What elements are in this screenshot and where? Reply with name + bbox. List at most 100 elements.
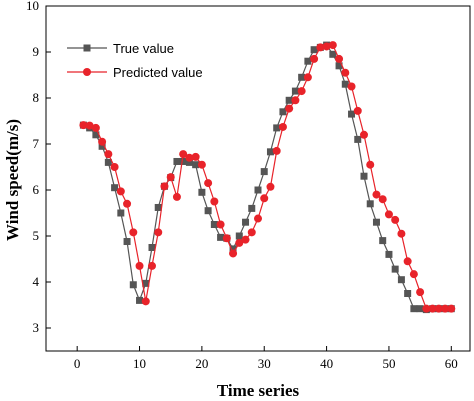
true-value-point xyxy=(397,276,405,284)
legend: True value Predicted value xyxy=(67,41,203,80)
predicted-value-point xyxy=(416,288,425,297)
true-value-point xyxy=(92,131,100,139)
predicted-value-point xyxy=(360,130,368,139)
predicted-value-point xyxy=(210,197,219,206)
legend-marker-circle xyxy=(83,68,91,76)
predicted-value-point xyxy=(254,214,262,223)
predicted-value-point xyxy=(372,190,381,199)
predicted-value-point xyxy=(135,261,144,270)
legend-label-1: Predicted value xyxy=(113,65,203,80)
true-value-point xyxy=(279,108,287,116)
true-value-point xyxy=(285,96,293,104)
true-value-point xyxy=(242,218,250,226)
y-axis-title: Wind speed(m/s) xyxy=(3,119,22,241)
predicted-value-point xyxy=(378,195,387,204)
true-value-point xyxy=(354,135,362,143)
predicted-value-point xyxy=(384,210,393,219)
true-value-point xyxy=(379,237,387,245)
predicted-value-point xyxy=(191,152,200,161)
predicted-value-point xyxy=(98,137,107,146)
predicted-value-point xyxy=(285,104,294,113)
predicted-value-point xyxy=(91,123,100,132)
true-value-point xyxy=(179,157,187,165)
series-layer xyxy=(79,41,456,314)
true-value-point xyxy=(210,221,218,228)
predicted-value-point xyxy=(172,192,181,201)
true-value-point xyxy=(235,232,243,240)
predicted-value-point xyxy=(428,304,437,313)
true-value-point xyxy=(391,265,399,273)
true-value-point xyxy=(192,161,200,169)
predicted-value-point xyxy=(160,182,169,191)
true-value-point xyxy=(198,188,206,196)
predicted-value-point xyxy=(260,194,269,203)
predicted-value-point xyxy=(366,160,375,169)
true-value-point xyxy=(185,158,193,166)
predicted-value-point xyxy=(222,234,231,243)
true-value-point xyxy=(136,296,144,304)
predicted-value-point xyxy=(316,43,325,52)
true-value-point xyxy=(360,172,368,180)
y-tick-label: 9 xyxy=(33,44,40,59)
predicted-value-point xyxy=(441,304,450,313)
predicted-value-point xyxy=(154,228,163,237)
predicted-value-point xyxy=(123,199,132,208)
predicted-value-point xyxy=(179,150,188,159)
predicted-value-point xyxy=(85,121,94,130)
predicted-value-point xyxy=(310,54,319,63)
true-value-point xyxy=(366,200,374,208)
true-value-point xyxy=(117,209,125,217)
axis-ticks: 0 10 20 30 40 50 60 3 4 5 6 7 8 9 10 xyxy=(26,0,458,371)
predicted-value-point xyxy=(216,220,225,229)
predicted-value-point xyxy=(241,235,250,244)
predicted-value-point xyxy=(229,249,238,258)
x-tick-label: 20 xyxy=(195,356,208,371)
predicted-value-point xyxy=(447,304,456,313)
predicted-value-point xyxy=(335,54,344,63)
predicted-value-point xyxy=(297,87,306,96)
true-value-point xyxy=(416,305,424,313)
true-value-point xyxy=(260,168,268,176)
predicted-value-point xyxy=(397,229,406,238)
x-axis-title: Time series xyxy=(217,381,300,400)
predicted-value-point xyxy=(116,187,125,196)
true-value-point xyxy=(217,233,225,241)
predicted-value-point xyxy=(303,73,312,82)
predicted-value-point xyxy=(197,160,206,169)
y-tick-label: 5 xyxy=(33,228,40,243)
true-value-point xyxy=(385,250,393,258)
true-value-point xyxy=(254,186,262,194)
true-value-point xyxy=(410,305,418,313)
legend-label-0: True value xyxy=(113,41,174,56)
plot-frame xyxy=(45,5,471,352)
true-value-point xyxy=(348,110,356,118)
true-value-point xyxy=(266,148,274,156)
y-tick-label: 7 xyxy=(33,136,40,151)
true-value-point xyxy=(372,218,380,226)
x-tick-label: 50 xyxy=(382,356,395,371)
predicted-value-point xyxy=(166,173,175,182)
legend-marker-square xyxy=(83,44,91,52)
predicted-value-point xyxy=(185,153,194,162)
x-tick-label: 40 xyxy=(320,356,333,371)
true-value-point xyxy=(129,281,137,289)
x-tick-label: 10 xyxy=(133,356,146,371)
predicted-value-point xyxy=(266,182,275,191)
true-value-point xyxy=(341,80,349,88)
predicted-value-point xyxy=(272,146,281,155)
x-tick-label: 60 xyxy=(445,356,458,371)
predicted-value-point xyxy=(328,41,337,50)
x-tick-label: 30 xyxy=(258,356,271,371)
y-tick-label: 3 xyxy=(33,320,40,335)
predicted-value-point xyxy=(79,121,88,130)
predicted-value-point xyxy=(129,228,138,237)
true-value-point xyxy=(291,87,299,95)
predicted-value-point xyxy=(422,304,431,313)
y-tick-label: 6 xyxy=(33,182,40,197)
true-value-point xyxy=(154,203,162,211)
predicted-value-point xyxy=(434,304,443,313)
true-value-point xyxy=(123,238,131,246)
predicted-value-point xyxy=(409,270,418,279)
predicted-value-point xyxy=(247,228,256,237)
